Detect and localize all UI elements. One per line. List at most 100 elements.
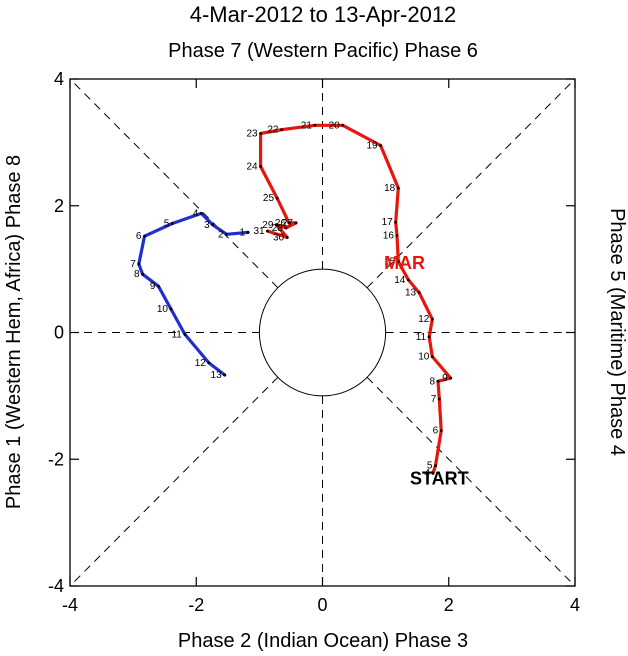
data-point <box>285 236 289 239</box>
data-point <box>137 262 141 266</box>
y-axis-label: Phase 1 (Western Hem, Africa) Phase 8 <box>3 155 25 509</box>
data-point <box>275 223 278 227</box>
point-label: 12 <box>418 314 430 325</box>
data-point <box>169 307 173 311</box>
series-line-april <box>137 211 250 377</box>
point-label: 17 <box>382 217 394 228</box>
data-point <box>436 379 440 383</box>
start-label: START <box>410 468 469 488</box>
data-point <box>223 373 227 377</box>
y-tick-label: -4 <box>48 576 64 596</box>
point-label: 7 <box>130 259 136 270</box>
point-label: 8 <box>134 269 140 280</box>
data-point <box>284 226 288 230</box>
x-tick-label: -2 <box>188 595 204 615</box>
point-label: 22 <box>267 125 279 136</box>
month-label: MAR <box>384 253 425 273</box>
point-label: 29 <box>262 220 274 231</box>
point-label: 31 <box>253 226 265 237</box>
point-label: 11 <box>171 329 182 340</box>
data-point <box>437 397 441 401</box>
point-label: 30 <box>273 232 285 243</box>
y-tick-label: 0 <box>54 323 64 343</box>
data-point <box>287 221 291 225</box>
chart-title: 4-Mar-2012 to 13-Apr-2012 <box>190 2 457 27</box>
point-label: 12 <box>195 358 207 369</box>
point-label: 1 <box>239 227 245 238</box>
point-label: 10 <box>418 352 430 363</box>
data-point <box>396 260 400 263</box>
data-point <box>417 291 421 294</box>
y-tick-label: 2 <box>54 196 64 216</box>
data-point <box>379 144 382 147</box>
point-label: 9 <box>442 373 448 384</box>
data-point <box>259 165 263 168</box>
data-point <box>143 234 146 238</box>
point-label: 11 <box>416 332 427 343</box>
point-label: 15 <box>384 257 396 268</box>
point-label: 16 <box>383 231 395 242</box>
point-label: 19 <box>366 141 378 152</box>
data-point <box>259 132 263 135</box>
trajectory-series <box>137 123 453 475</box>
data-point <box>294 221 298 225</box>
data-point <box>430 355 434 358</box>
top-phase-label: Phase 7 (Western Pacific) Phase 6 <box>168 40 478 62</box>
data-point <box>394 220 398 224</box>
data-point <box>280 128 283 132</box>
point-label: 26 <box>275 218 287 229</box>
data-point <box>431 471 435 475</box>
data-point <box>395 234 399 237</box>
point-label: 23 <box>247 129 259 140</box>
point-label: 24 <box>247 161 259 172</box>
point-label: 28 <box>272 223 284 234</box>
data-point <box>211 223 215 227</box>
data-point <box>141 272 144 276</box>
guide-diagonal-se <box>366 376 576 587</box>
point-label: 2 <box>218 229 224 240</box>
point-label: 10 <box>157 304 169 315</box>
point-label: 3 <box>204 220 210 231</box>
data-point <box>207 361 211 365</box>
point-label: 5 <box>164 218 170 229</box>
guide-diagonal-sw <box>69 376 279 587</box>
data-point <box>396 186 400 190</box>
series-line-march <box>259 123 453 475</box>
x-tick-label: 4 <box>570 595 580 615</box>
point-label: 14 <box>394 275 406 286</box>
x-tick-label: 2 <box>444 595 454 615</box>
data-point <box>183 333 187 336</box>
data-point <box>266 229 269 233</box>
x-tick-label: -4 <box>62 595 78 615</box>
data-point <box>427 335 431 339</box>
point-label: 4 <box>193 208 199 219</box>
point-label: 6 <box>433 426 439 437</box>
data-point <box>434 464 437 467</box>
data-point <box>225 232 228 236</box>
data-point <box>199 211 203 215</box>
point-label: 13 <box>211 370 223 381</box>
data-point <box>246 230 250 234</box>
point-label: 25 <box>263 193 275 204</box>
data-point <box>275 196 279 200</box>
guide-diagonal-nw <box>69 78 279 289</box>
data-point <box>449 376 453 380</box>
point-label: 18 <box>384 183 396 194</box>
data-point <box>156 284 160 288</box>
y-tick-label: -2 <box>48 449 64 469</box>
point-label: 20 <box>329 120 341 131</box>
point-label: 5 <box>427 461 433 472</box>
data-point <box>439 429 443 433</box>
data-point <box>341 123 345 127</box>
point-label: 21 <box>301 120 313 131</box>
point-label: 27 <box>282 218 294 229</box>
x-axis-label: Phase 2 (Indian Ocean) Phase 3 <box>178 630 468 652</box>
phase-guides <box>69 78 576 587</box>
data-point <box>313 123 317 127</box>
data-point <box>170 222 174 225</box>
point-label: 9 <box>150 281 156 292</box>
point-label: 13 <box>405 288 417 299</box>
